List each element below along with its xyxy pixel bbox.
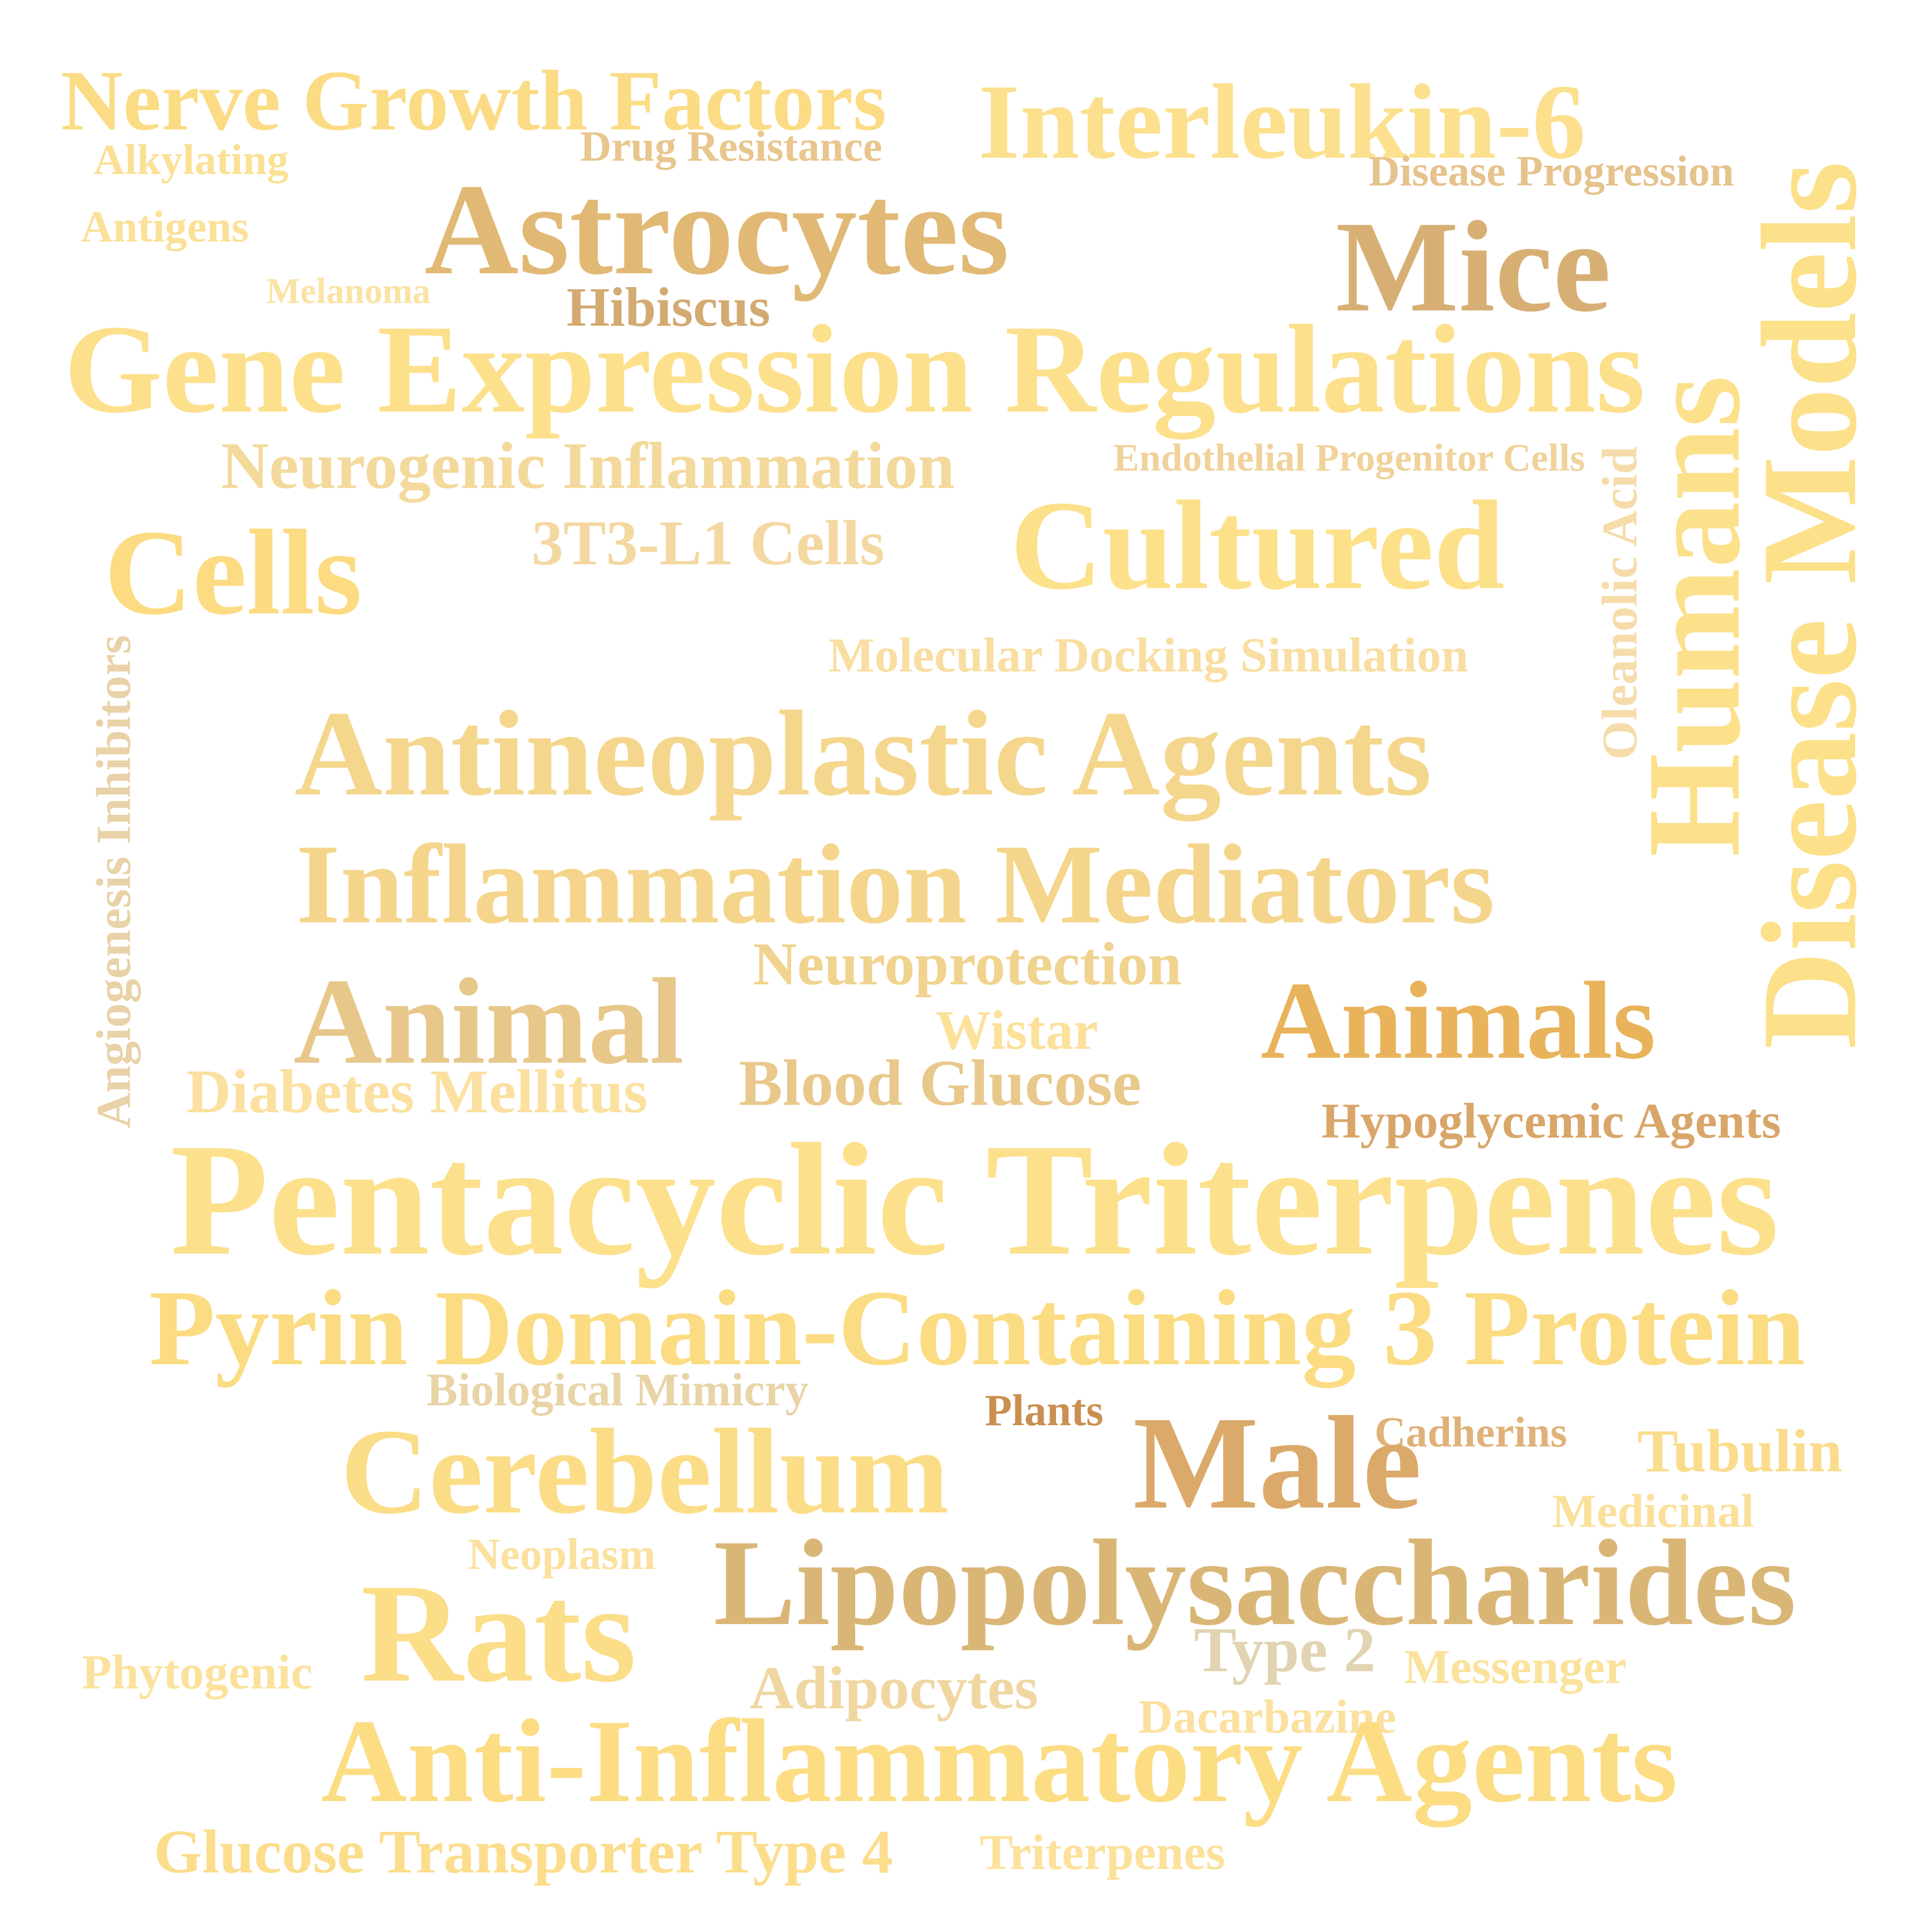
word-hypoglycemic-agents: Hypoglycemic Agents (1321, 1092, 1781, 1148)
word-neurogenic-inflammation: Neurogenic Inflammation (221, 429, 955, 503)
word-phytogenic: Phytogenic (82, 1645, 312, 1699)
word-hibiscus: Hibiscus (566, 277, 770, 338)
word-biological-mimicry: Biological Mimicry (427, 1364, 809, 1416)
word-animal: Animal (293, 952, 684, 1089)
word-animals: Animals (1260, 959, 1656, 1082)
word-pyrin-domain-containing-3-protein: Pyrin Domain-Containing 3 Protein (149, 1268, 1806, 1388)
word-cells: Cells (104, 505, 363, 640)
word-gene-expression-regulations: Gene Expression Regulations (64, 299, 1645, 439)
word-angiogenesis-inhibitors: Angiogenesis Inhibitors (86, 635, 141, 1128)
word-tubulin: Tubulin (1637, 1416, 1843, 1485)
word-pentacyclic-triterpenes: Pentacyclic Triterpenes (170, 1110, 1779, 1289)
word-disease-models: Disease Models (1734, 161, 1885, 1049)
word-plants: Plants (985, 1386, 1104, 1435)
word-wistar: Wistar (935, 1000, 1098, 1061)
word-glucose-transporter-type-4: Glucose Transporter Type 4 (154, 1817, 893, 1886)
word-medicinal: Medicinal (1552, 1485, 1754, 1537)
word-triterpenes: Triterpenes (980, 1824, 1225, 1880)
word-adipocytes: Adipocytes (749, 1653, 1039, 1722)
word-cadherins: Cadherins (1374, 1407, 1567, 1456)
word-antigens: Antigens (81, 202, 249, 251)
word-type-2: Type 2 (1194, 1614, 1376, 1685)
word-antineoplastic-agents: Antineoplastic Agents (294, 686, 1432, 821)
word-cerebellum: Cerebellum (340, 1404, 949, 1539)
word-neoplasm: Neoplasm (468, 1530, 656, 1579)
word-disease-progression: Disease Progression (1369, 146, 1734, 195)
word-anti-inflammatory-agents: Anti-Inflammatory Agents (321, 1695, 1678, 1827)
word-endothelial-progenitor-cells: Endothelial Progenitor Cells (1113, 436, 1585, 479)
word-lipopolysaccharides: Lipopolysaccharides (713, 1513, 1797, 1651)
word-diabetes-mellitus: Diabetes Mellitus (186, 1057, 648, 1126)
word-dacarbazine: Dacarbazine (1138, 1690, 1396, 1743)
word-interleukin-6: Interleukin-6 (978, 61, 1586, 181)
word-3t3-l1-cells: 3T3-L1 Cells (531, 507, 885, 578)
word-rats: Rats (361, 1554, 636, 1711)
word-mice: Mice (1335, 194, 1611, 339)
word-inflammation-mediators: Inflammation Mediators (296, 820, 1495, 947)
word-cultured: Cultured (1010, 474, 1505, 616)
word-alkylating: Alkylating (93, 135, 289, 183)
word-molecular-docking-simulation: Molecular Docking Simulation (828, 628, 1469, 682)
word-drug-resistance: Drug Resistance (580, 121, 882, 170)
word-melanoma: Melanoma (266, 271, 431, 311)
word-male: Male (1133, 1389, 1422, 1537)
word-messenger: Messenger (1404, 1639, 1627, 1694)
word-nerve-growth-factors: Nerve Growth Factors (61, 52, 887, 148)
word-neuroprotection: Neuroprotection (753, 929, 1182, 998)
word-astrocytes: Astrocytes (424, 157, 1009, 302)
word-blood-glucose: Blood Glucose (739, 1046, 1141, 1119)
